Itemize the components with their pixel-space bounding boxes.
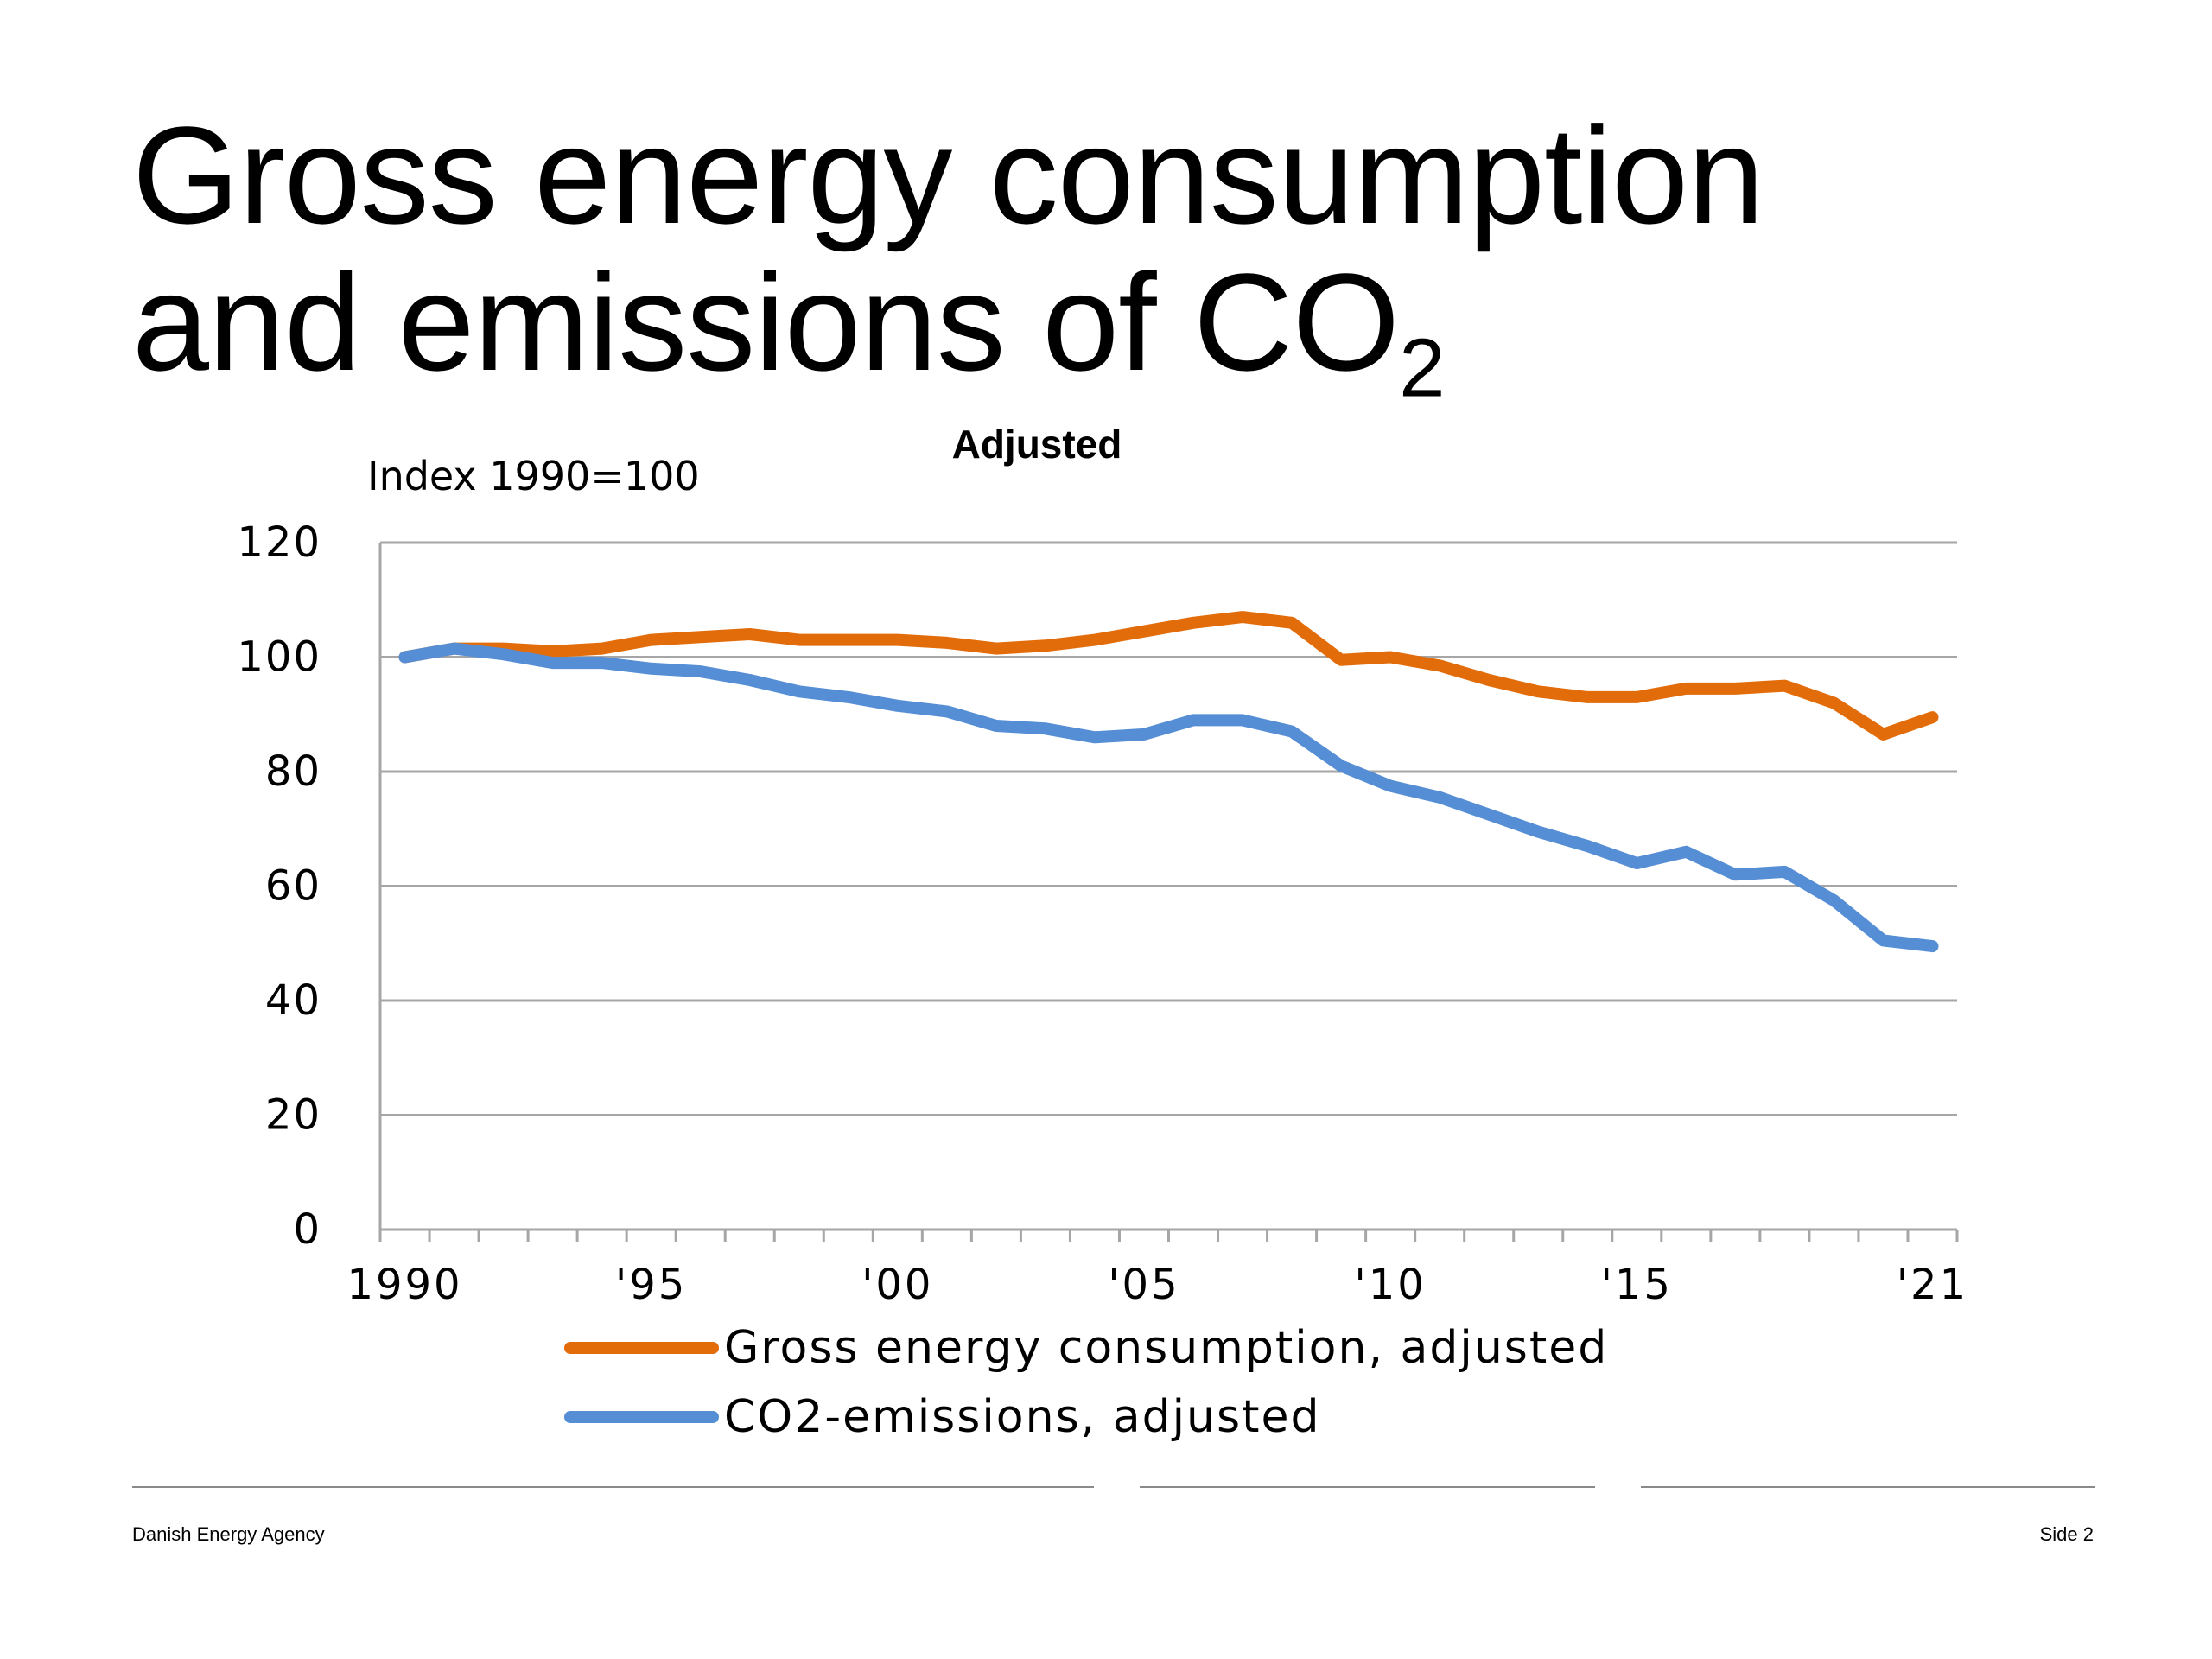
y-axis-label: Index 1990=100: [367, 453, 700, 499]
legend: Gross energy consumption, adjusted CO2-em…: [564, 1322, 1608, 1443]
footer-page-number: Side 2: [2039, 1523, 2094, 1545]
gridlines: [380, 541, 1957, 1116]
x-tick-label-2000: '00: [861, 1261, 933, 1309]
series-line-co2-emissions: [398, 642, 1939, 953]
x-tick-label-2015: '15: [1601, 1261, 1673, 1309]
x-tick-label-2005: '05: [1108, 1261, 1179, 1309]
title-line-2: and emissions of CO2: [132, 249, 1764, 410]
y-tick-label-20: 20: [265, 1091, 321, 1140]
x-tick-label-2010: '10: [1355, 1261, 1427, 1309]
legend-label-gross-energy: Gross energy consumption, adjusted: [724, 1322, 1608, 1374]
x-tick-labels: 1990 '95 '00 '05 '10 '15 '21: [346, 1261, 1968, 1309]
axes: [378, 543, 1959, 1242]
title-line-2-text: and emissions of CO: [132, 245, 1400, 399]
y-tick-labels: 0 20 40 60 80 100 120: [237, 518, 321, 1254]
slide-title: Gross energy consumption and emissions o…: [132, 98, 1764, 410]
series-lines: [398, 611, 1939, 953]
y-tick-label-60: 60: [265, 862, 321, 911]
footer-rule-left: [132, 1486, 1094, 1488]
x-tick-label-1990: 1990: [346, 1261, 462, 1309]
series-line-gross-energy: [398, 611, 1939, 741]
footer-rule-right: [1641, 1486, 2095, 1488]
footer-rule-middle: [1140, 1486, 1595, 1488]
footer-organisation: Danish Energy Agency: [132, 1523, 325, 1545]
legend-label-co2-emissions: CO2-emissions, adjusted: [724, 1391, 1321, 1443]
title-subscript: 2: [1399, 321, 1445, 415]
y-tick-label-120: 120: [237, 518, 321, 567]
y-tick-label-0: 0: [293, 1205, 321, 1254]
y-tick-label-40: 40: [265, 976, 321, 1025]
x-tick-label-2021: '21: [1897, 1261, 1968, 1309]
x-tick-label-1995: '95: [615, 1261, 687, 1309]
y-tick-label-100: 100: [237, 633, 321, 682]
title-line-1: Gross energy consumption: [132, 98, 1764, 252]
chart-title: Adjusted: [952, 422, 1122, 467]
y-tick-label-80: 80: [265, 747, 321, 796]
